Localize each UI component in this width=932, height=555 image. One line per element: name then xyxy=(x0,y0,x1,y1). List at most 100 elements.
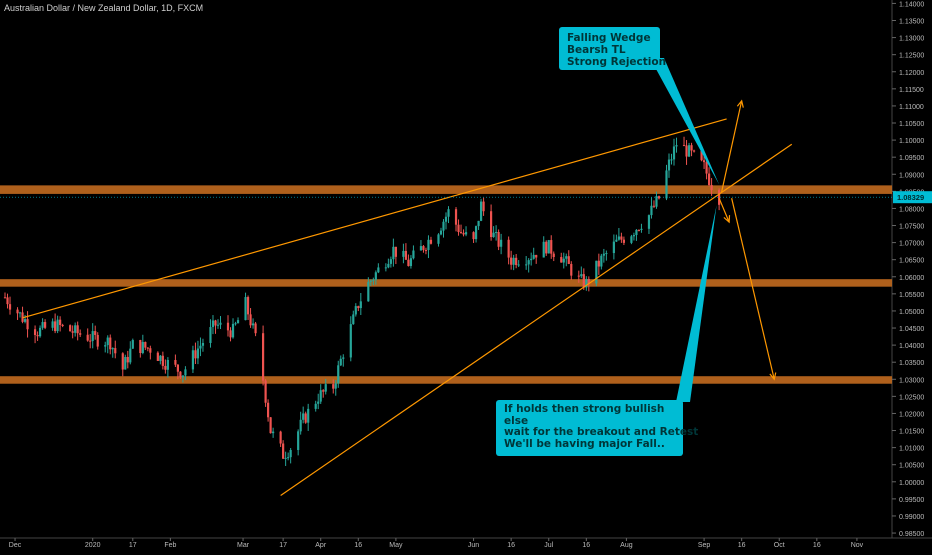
candle-body xyxy=(597,260,600,267)
top-callout-line: Falling Wedge xyxy=(567,32,651,44)
y-tick-label: 1.00000 xyxy=(899,480,924,487)
x-tick-label: 17 xyxy=(129,542,137,549)
x-tick-label: Sep xyxy=(698,542,711,549)
price-tag-label: 1.08329 xyxy=(897,193,924,202)
candle-body xyxy=(124,356,127,370)
candle-body xyxy=(324,384,327,392)
top-callout[interactable]: Falling Wedge Bearsh TL Strong Rejection xyxy=(559,27,666,70)
candle-body xyxy=(515,257,518,265)
y-tick-label: 0.99000 xyxy=(899,514,924,521)
candle-body xyxy=(582,274,585,288)
candle-body xyxy=(334,383,337,389)
x-tick-label: 16 xyxy=(813,542,821,549)
y-tick-label: 1.10000 xyxy=(899,138,924,145)
x-tick-label: Jul xyxy=(544,542,553,549)
candle-body xyxy=(710,185,713,191)
x-tick-label: 16 xyxy=(507,542,515,549)
candle-body xyxy=(91,331,94,341)
candle-body xyxy=(690,145,693,151)
y-tick-label: 1.04500 xyxy=(899,326,924,333)
y-tick-label: 1.06000 xyxy=(899,275,924,282)
y-tick-label: 1.13500 xyxy=(899,19,924,26)
candle-body xyxy=(497,232,500,247)
candle-body xyxy=(297,431,300,451)
candle-body xyxy=(226,322,230,331)
candle-body xyxy=(419,246,423,251)
candle-body xyxy=(8,304,12,310)
candle-body xyxy=(630,236,633,243)
candle-body xyxy=(612,241,615,254)
candle-body xyxy=(38,327,42,337)
candle-body xyxy=(166,359,169,370)
projection-arrow xyxy=(718,197,730,223)
candle-body xyxy=(620,236,623,240)
candle-body xyxy=(191,350,195,370)
bottom-callout-line: else xyxy=(504,414,529,427)
candle-body xyxy=(387,263,390,268)
candle-body xyxy=(6,297,9,305)
candle-body xyxy=(442,221,445,231)
candle-body xyxy=(249,314,252,326)
candle-body xyxy=(56,319,59,332)
candle-body xyxy=(89,340,92,342)
candle-body xyxy=(23,319,27,322)
candle-body xyxy=(424,249,428,251)
candle-body xyxy=(707,173,711,186)
candle-body xyxy=(530,258,533,261)
candle-body xyxy=(282,443,285,459)
candle-body xyxy=(532,254,535,259)
candle-body xyxy=(437,234,440,244)
candle-body xyxy=(86,334,89,341)
candle-body xyxy=(617,236,620,240)
y-tick-label: 1.00500 xyxy=(899,463,924,470)
candle-body xyxy=(605,253,608,255)
candle-body xyxy=(454,209,458,225)
candle-body xyxy=(332,384,335,389)
candle-body xyxy=(69,325,72,332)
candle-body xyxy=(422,246,425,250)
y-tick-label: 1.10500 xyxy=(899,121,924,128)
candle-body xyxy=(184,369,187,376)
candle-body xyxy=(517,264,520,266)
bottom-callout[interactable]: If holds then strong bullish else wait f… xyxy=(496,400,698,456)
candle-body xyxy=(595,260,598,284)
x-tick-label: 16 xyxy=(582,542,590,549)
candle-body xyxy=(149,348,152,353)
candle-body xyxy=(146,347,149,349)
callout-pointer xyxy=(650,58,720,185)
bottom-callout-line: We'll be having major Fall.. xyxy=(504,437,665,450)
candle-body xyxy=(587,279,590,284)
x-tick-label: 16 xyxy=(738,542,746,549)
candle-body xyxy=(535,254,538,258)
candle-body xyxy=(372,279,375,281)
arrow-head xyxy=(736,99,744,108)
candle-body xyxy=(527,260,530,265)
candle-body xyxy=(141,341,144,354)
candle-body xyxy=(219,322,222,325)
candle-body xyxy=(640,228,643,230)
candle-body xyxy=(500,239,503,247)
candle-body xyxy=(632,235,636,237)
candle-body xyxy=(299,419,302,432)
candle-body xyxy=(577,275,580,277)
candle-body xyxy=(647,215,651,229)
candle-body xyxy=(685,145,688,157)
y-tick-label: 1.06500 xyxy=(899,258,924,265)
projection-arrow xyxy=(721,100,743,193)
price-axis xyxy=(892,0,932,550)
candle-body xyxy=(352,314,355,325)
candle-body xyxy=(402,250,405,257)
candle-body xyxy=(41,322,44,328)
candle-body xyxy=(76,325,79,334)
top-callout-line: Bearsh TL xyxy=(567,44,626,56)
candle-body xyxy=(359,301,362,309)
y-tick-label: 1.02500 xyxy=(899,394,924,401)
candle-body xyxy=(211,320,215,328)
candle-body xyxy=(164,365,167,370)
candle-body xyxy=(104,345,107,347)
candle-body xyxy=(655,196,658,207)
candle-body xyxy=(79,333,82,335)
